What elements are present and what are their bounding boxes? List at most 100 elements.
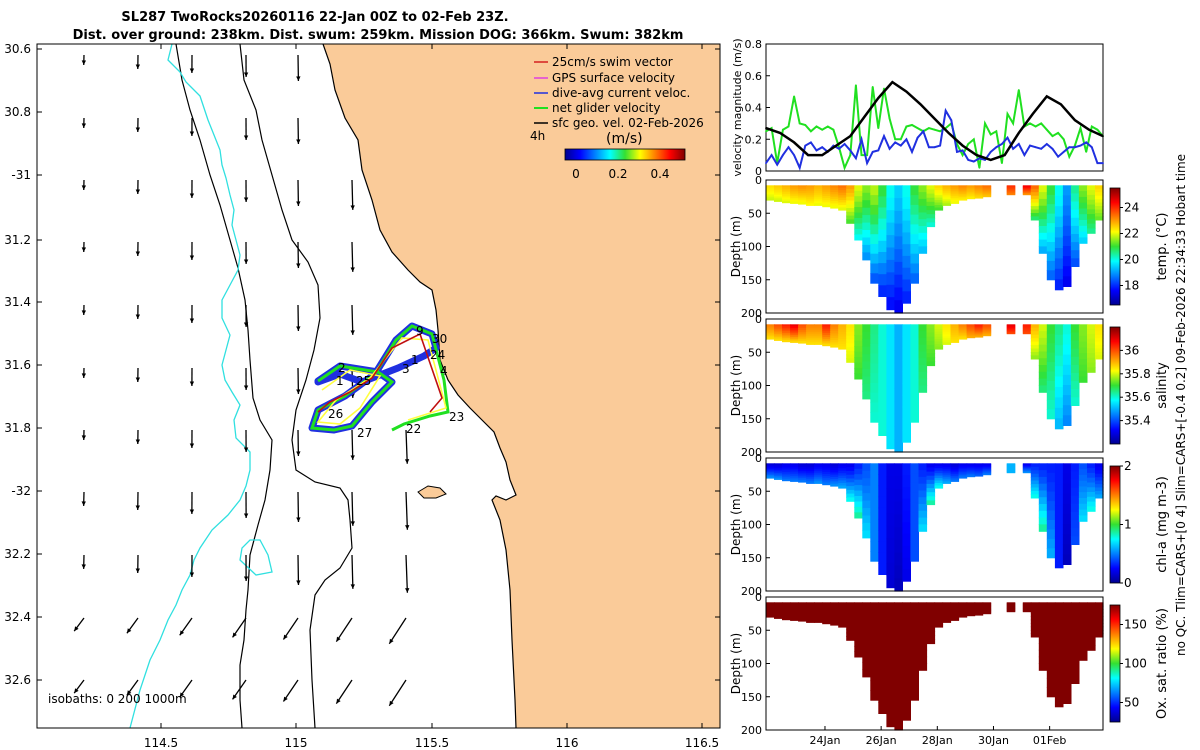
section-cell	[830, 203, 839, 207]
section-cell	[1046, 510, 1056, 521]
section-cell	[958, 336, 968, 339]
section-cell	[1030, 470, 1040, 475]
velocity-ytick-label: 0.6	[745, 70, 763, 83]
section-cell	[766, 603, 775, 606]
section-cell	[846, 489, 855, 495]
section-cell	[958, 464, 968, 467]
section-cell	[1030, 616, 1040, 621]
colorbar-tick: 0	[572, 167, 580, 181]
section-cell	[918, 365, 928, 373]
velocity-data-point	[849, 149, 852, 152]
velocity-data-point	[793, 95, 795, 98]
section-cell	[774, 607, 783, 610]
velocity-data-point	[984, 159, 986, 161]
section-cell	[958, 327, 968, 330]
geostrophic-vectors	[73, 54, 410, 707]
section-cell	[902, 475, 911, 488]
section-cell	[790, 472, 799, 475]
velocity-data-point	[961, 149, 964, 152]
section-cell	[982, 603, 992, 606]
section-cell	[894, 691, 903, 706]
section-cell	[1070, 373, 1080, 382]
velocity-arrow-head	[189, 193, 195, 198]
section-cell	[766, 192, 775, 195]
section-cell	[886, 284, 895, 298]
velocity-arrow	[335, 617, 353, 642]
section-cell	[1095, 334, 1104, 339]
velocity-arrow-head	[135, 568, 140, 573]
section-cell	[934, 463, 944, 467]
section-colorbar	[1109, 604, 1121, 723]
section-cell	[846, 463, 855, 468]
section-cell	[1022, 185, 1032, 187]
section-cell	[942, 616, 952, 619]
section-cell	[814, 471, 823, 474]
section-cell	[1038, 324, 1048, 332]
section-cell	[766, 328, 775, 331]
section-cell	[966, 193, 976, 196]
section-cell	[1046, 501, 1056, 512]
section-cell	[902, 185, 911, 198]
section-cell	[966, 468, 976, 471]
section-cell	[774, 198, 783, 201]
section-cell	[1087, 506, 1096, 512]
section-cell	[926, 336, 936, 342]
velocity-data-point	[810, 141, 812, 144]
section-cell	[1095, 355, 1104, 360]
section-cell	[910, 531, 919, 543]
velocity-arrow-head	[81, 310, 87, 315]
section-cell	[926, 349, 936, 354]
section-cell	[1006, 324, 1016, 326]
section-cell	[1054, 324, 1064, 336]
section-cell	[830, 611, 839, 615]
section-cell	[790, 479, 799, 482]
section-cell	[1070, 217, 1080, 227]
section-cell	[1046, 390, 1056, 401]
section-cell	[1006, 467, 1016, 469]
section-cell	[782, 477, 791, 480]
section-cell	[1078, 196, 1088, 204]
section-cell	[926, 496, 936, 501]
section-cell	[1030, 355, 1040, 360]
section-cell	[886, 222, 895, 236]
section-cell	[974, 192, 984, 195]
lon-axis: 114.5 115 115.5 116 116.5	[144, 44, 719, 750]
section-cell	[1087, 218, 1096, 225]
section-cell	[926, 197, 936, 203]
section-cell	[934, 602, 944, 606]
section-cell	[830, 189, 839, 193]
section-cell	[926, 500, 936, 506]
lat-axis: 30.630.8-3131.231.431.631.8-3232.232.432…	[4, 42, 720, 687]
section-cell	[1087, 199, 1096, 206]
section-cell	[790, 188, 799, 192]
section-cell	[918, 490, 928, 498]
section-cell	[870, 204, 879, 216]
section-cell	[830, 463, 839, 467]
section-cell	[1046, 602, 1056, 613]
section-cell	[934, 470, 944, 474]
section-cell	[798, 335, 807, 338]
section-cell	[1022, 325, 1032, 327]
section-cell	[1062, 235, 1072, 247]
section-cell	[830, 467, 839, 471]
section-cell	[846, 211, 855, 217]
section-cell	[894, 704, 903, 718]
section-cell	[830, 340, 839, 343]
velocity-data-point	[933, 128, 936, 131]
section-cell	[950, 338, 960, 342]
section-cell	[774, 199, 783, 202]
section-cell	[1022, 610, 1032, 613]
section-cell	[854, 474, 863, 481]
section-cell	[862, 215, 871, 224]
section-cell	[918, 185, 928, 193]
section-cell	[1087, 338, 1096, 345]
section-cell	[910, 690, 919, 701]
section-cell	[918, 212, 928, 220]
section-cell	[894, 426, 903, 440]
section-cell	[1078, 353, 1088, 360]
section-cell	[838, 334, 847, 338]
section-cell	[774, 605, 783, 608]
section-cell	[1062, 612, 1072, 624]
section-cell	[814, 187, 823, 190]
section-cell	[886, 210, 895, 224]
